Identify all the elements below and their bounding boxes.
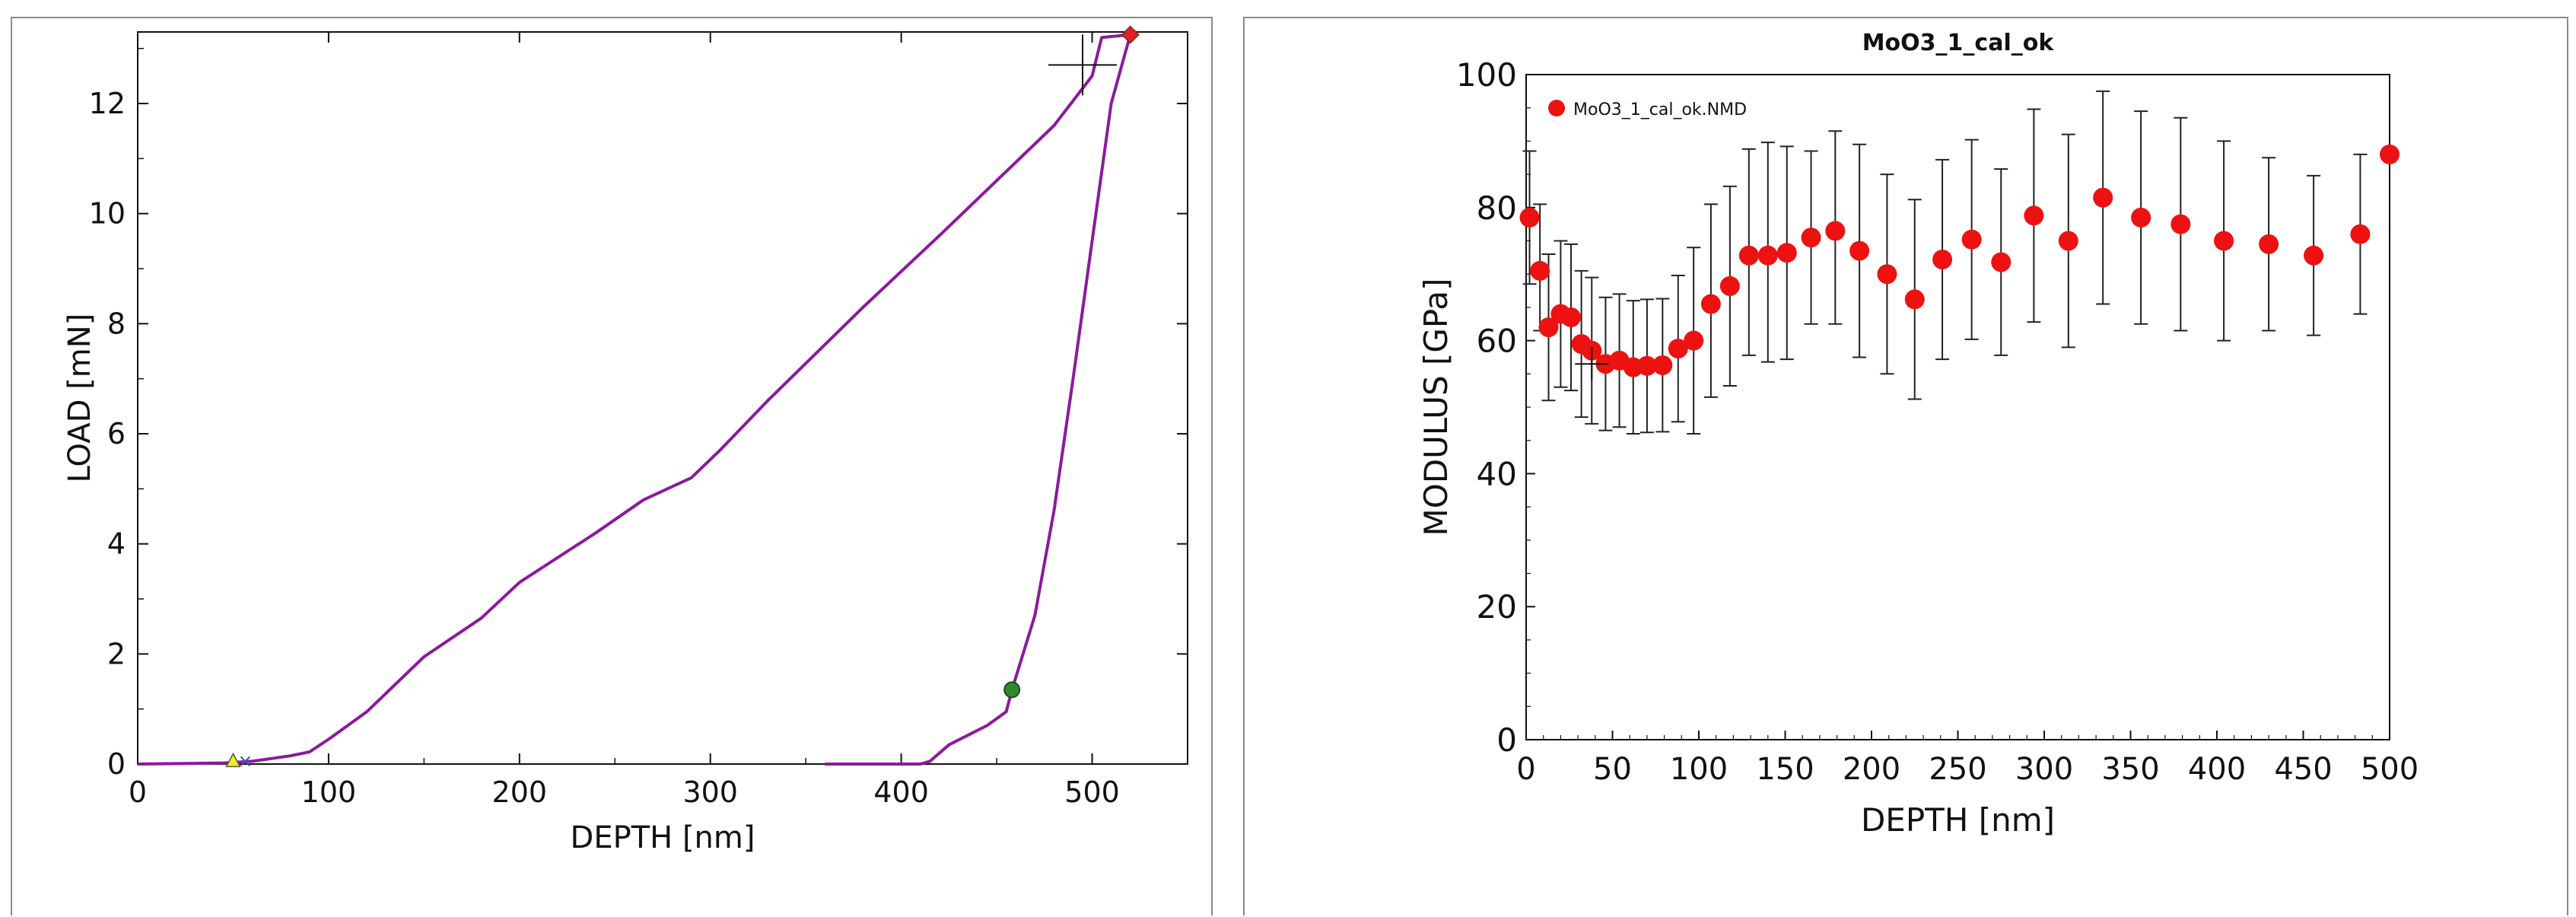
y-tick-label: 80 xyxy=(1477,189,1517,227)
y-tick-label: 0 xyxy=(107,747,126,781)
y-tick-label: 10 xyxy=(89,197,126,231)
data-point xyxy=(1636,355,1657,376)
load-depth-panel: 0 100 200 300 400 500 0 2 4 6 8 10 12 DEPTH [nm] LOAD … xyxy=(11,17,1213,915)
x-tick-label: 350 xyxy=(2101,752,2159,787)
x-tick-label: 200 xyxy=(1843,752,1900,787)
y-tick-label: 0 xyxy=(1496,721,1517,759)
plot-frame xyxy=(137,31,1188,765)
modulus-depth-chart: MoO3_1_cal_ok0 50 100 150 200 250 300 350 400 450… xyxy=(1417,30,2419,839)
data-point xyxy=(1757,245,1778,266)
data-point xyxy=(2259,234,2279,254)
x-tick-label: 100 xyxy=(1670,752,1728,787)
data-point xyxy=(1776,243,1797,263)
data-point xyxy=(1719,275,1740,296)
y-tick-label: 20 xyxy=(1477,588,1517,626)
data-point xyxy=(2350,224,2371,244)
data-point xyxy=(1932,249,1953,269)
y-axis-title: MODULUS [GPa] xyxy=(1417,279,1455,537)
y-tick-label: 8 xyxy=(107,307,126,340)
load-depth-chart: 0 100 200 300 400 500 0 2 4 6 8 10 12 DEPTH [nm] LOAD … xyxy=(62,25,1188,855)
x-tick-label: 0 xyxy=(1516,752,1535,787)
x-tick-label: 400 xyxy=(873,775,929,809)
x-tick-label: 150 xyxy=(1756,752,1814,787)
data-point xyxy=(1561,307,1582,328)
peak-marker xyxy=(1121,25,1140,44)
legend-label: MoO3_1_cal_ok.NMD xyxy=(1573,100,1747,119)
data-point xyxy=(2304,245,2324,266)
y-tick-label: 6 xyxy=(107,417,126,451)
data-point xyxy=(1801,228,1821,248)
y-tick-label: 2 xyxy=(107,637,126,670)
data-point xyxy=(1738,245,1759,266)
y-tick-label: 100 xyxy=(1456,56,1517,94)
y-axis-title: LOAD [mN] xyxy=(62,314,97,483)
plot-frame xyxy=(1525,74,2390,740)
unloading-curve xyxy=(825,34,1132,766)
data-point xyxy=(1668,339,1688,359)
x-tick-label: 100 xyxy=(301,775,357,809)
x-tick-label: 200 xyxy=(492,775,548,809)
y-tick-label: 40 xyxy=(1477,455,1517,492)
data-point xyxy=(1652,355,1673,375)
data-point xyxy=(1700,294,1721,314)
data-point xyxy=(2093,187,2113,208)
x-tick-label: 450 xyxy=(2274,752,2332,787)
y-tick-label: 60 xyxy=(1477,323,1517,360)
start-marker xyxy=(225,752,241,768)
data-point xyxy=(1530,260,1550,281)
data-point xyxy=(2380,144,2399,164)
legend-marker xyxy=(1548,100,1565,116)
x-tick-label: 0 xyxy=(129,775,147,809)
x-axis-title: DEPTH [nm] xyxy=(1861,801,2055,839)
modulus-depth-panel: MoO3_1_cal_ok 0 50 100 150 200 250 300 350 400 450… xyxy=(1243,17,2568,915)
data-point xyxy=(1877,264,1897,285)
x-tick-label: 500 xyxy=(1064,775,1120,809)
data-point xyxy=(1825,221,1846,241)
data-point xyxy=(1961,229,1982,250)
y-tick-label: 4 xyxy=(107,527,126,561)
chart-title: MoO3_1_cal_ok xyxy=(1862,30,2055,56)
x-axis-title: DEPTH [nm] xyxy=(571,820,755,855)
x-tick-label: 300 xyxy=(2015,752,2073,787)
data-point xyxy=(1849,240,1870,261)
data-point xyxy=(2171,214,2191,234)
data-point xyxy=(1538,317,1559,338)
x-tick-label: 500 xyxy=(2361,752,2419,787)
loading-curve xyxy=(137,33,1131,766)
data-point xyxy=(1991,252,2012,272)
data-point xyxy=(1519,207,1540,228)
data-point xyxy=(2024,205,2044,226)
x-tick-label: 50 xyxy=(1593,752,1632,787)
x-tick-label: 400 xyxy=(2188,752,2246,787)
x-mark xyxy=(240,756,251,767)
data-point xyxy=(2214,231,2234,251)
y-tick-label: 12 xyxy=(89,87,126,120)
unload-marker xyxy=(1003,681,1021,699)
data-point xyxy=(2131,207,2151,228)
data-point xyxy=(1684,330,1704,351)
data-point xyxy=(1904,289,1925,310)
x-tick-label: 300 xyxy=(682,775,738,809)
data-point xyxy=(2058,231,2078,251)
x-tick-label: 250 xyxy=(1929,752,1986,787)
